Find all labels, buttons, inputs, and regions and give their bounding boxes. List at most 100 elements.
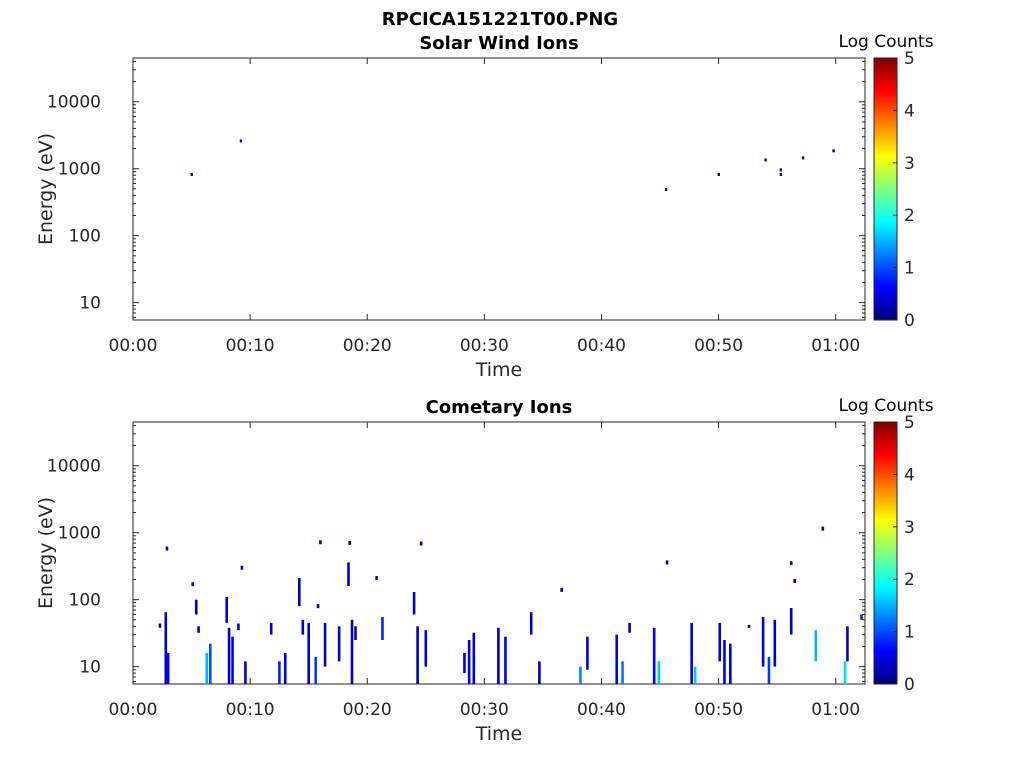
colorbar-tick-label: 0 [904,311,915,331]
x-tick-label: 00:10 [226,700,275,720]
data-column [814,630,818,662]
x-tick-label: 00:30 [460,700,509,720]
data-point [239,139,243,143]
colorbar-tick-label: 5 [904,49,915,69]
data-column [693,666,697,684]
data-column [301,619,305,635]
colorbar-tick-label: 2 [904,206,915,226]
colorbar-tick-label: 3 [904,518,915,538]
x-tick-label: 00:10 [226,336,275,356]
data-point [191,582,195,587]
data-column [337,626,341,662]
y-tick-label: 10000 [47,457,101,477]
data-column [354,626,357,640]
data-column [269,622,273,635]
data-column [538,661,541,684]
data-point [319,540,322,545]
data-point [240,565,244,570]
data-column [761,617,765,667]
colorbar-tick-label: 1 [904,623,915,643]
data-point [665,560,669,565]
colorbar-tick-label: 4 [904,465,915,485]
data-column [278,661,281,684]
data-point [316,604,320,609]
panel-solar-wind-ions: 00:00 00:10 00:20 00:30 00:40 00:50 01:0010100… [35,32,934,381]
data-column [843,661,847,684]
data-column [789,608,793,635]
y-axis-label: Energy (eV) [35,133,57,245]
data-column [463,652,466,674]
colorbar-tick-label: 2 [904,570,915,590]
data-column [283,652,287,684]
x-tick-label: 00:40 [577,700,626,720]
data-point [348,541,351,546]
x-tick-label: 01:00 [811,700,860,720]
panel-cometary-ions: 00:00 00:10 00:20 00:30 00:40 00:50 01:0010100… [35,396,934,745]
data-point [375,576,378,581]
data-column [504,636,507,684]
data-column [472,632,476,684]
data-column [773,619,777,667]
data-column [497,627,500,684]
colorbar-tick-label: 4 [904,101,915,121]
panel-title: Cometary Ions [426,397,573,418]
x-tick-label: 00:00 [109,336,158,356]
data-column [350,619,354,684]
x-tick-label: 00:20 [343,700,392,720]
data-point [779,168,783,172]
data-column [164,612,168,684]
data-column [729,643,732,684]
data-column [208,643,212,684]
data-column [467,639,471,684]
panel-title: Solar Wind Ions [419,33,578,54]
data-point [190,172,193,176]
data-column [237,623,240,631]
colorbar-tick-label: 0 [904,675,915,695]
data-column [767,656,771,684]
data-point [789,561,793,566]
data-column [586,636,589,670]
data-column [314,656,318,684]
y-tick-label: 10 [79,658,101,678]
data-point [717,172,720,176]
data-point [764,158,767,162]
data-column [231,636,234,684]
colorbar [873,57,898,321]
data-column [747,624,751,628]
data-point [832,149,835,153]
data-point [419,541,423,546]
data-column [416,626,419,684]
y-tick-label: 10 [79,294,101,314]
y-axis-label: Energy (eV) [35,497,57,609]
data-column [194,599,198,615]
data-point [801,156,805,160]
plot-area [132,57,866,321]
data-column [381,617,384,640]
colorbar-tick-label: 3 [904,154,915,174]
data-column [579,666,582,684]
data-column [244,661,247,684]
colorbar-tick-label: 1 [904,259,915,279]
colorbar-tick-label: 5 [904,413,915,433]
data-column [424,630,428,667]
data-column [323,622,327,667]
y-tick-label: 100 [69,591,101,611]
data-column [860,614,863,620]
data-column [205,652,209,684]
data-point [821,526,825,531]
data-column [529,612,533,635]
data-point [664,187,668,191]
y-tick-label: 10000 [47,93,101,113]
data-column [723,639,726,684]
y-tick-label: 1000 [58,524,101,544]
colorbar-label: Log Counts [838,32,933,52]
x-tick-label: 00:50 [694,700,743,720]
x-tick-label: 00:00 [109,700,158,720]
data-column [298,578,301,607]
y-tick-label: 100 [69,227,101,247]
y-tick-label: 1000 [58,160,101,180]
x-tick-label: 00:40 [577,336,626,356]
data-column [628,622,631,633]
data-column [227,627,231,684]
